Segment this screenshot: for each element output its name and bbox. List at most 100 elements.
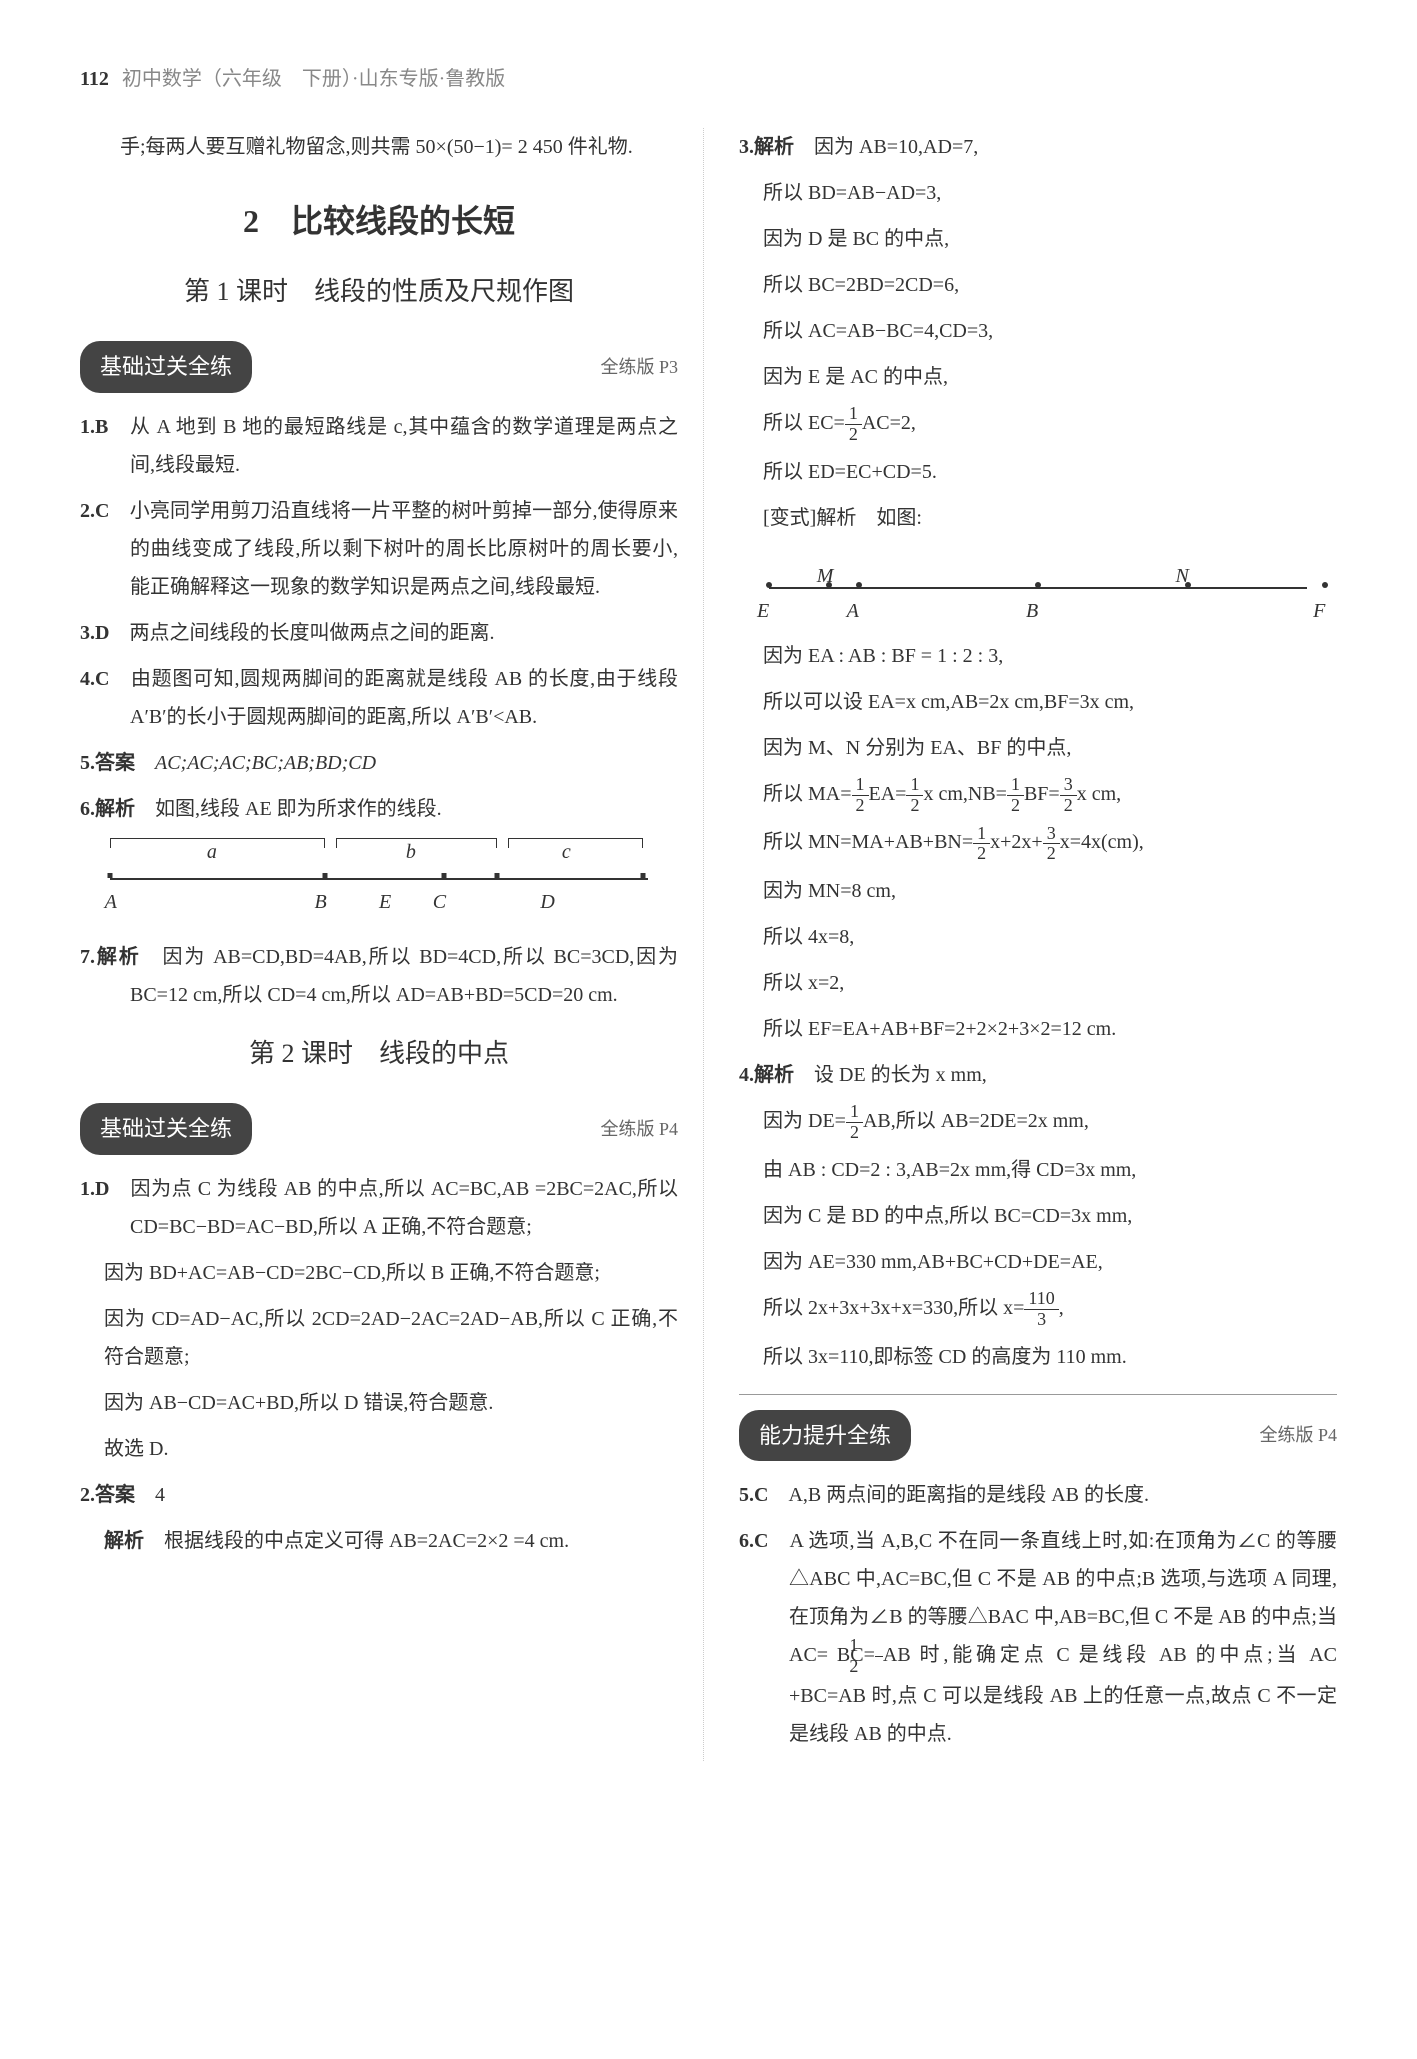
q1-num: 1.B xyxy=(80,416,108,438)
rq4-num: 4.解析 xyxy=(739,1064,794,1086)
q4-num: 4.C xyxy=(80,668,109,690)
badge-row-2: 基础过关全练 全练版 P4 xyxy=(80,1103,678,1155)
de-prefix: 因为 DE= xyxy=(763,1110,846,1132)
q7: 7.解析 因为 AB=CD,BD=4AB,所以 BD=4CD,所以 BC=3CD… xyxy=(80,938,678,1014)
rq3-l5: 因为 E 是 AC 的中点, xyxy=(739,358,1337,396)
rq3-ec-suffix: AC=2, xyxy=(862,412,916,434)
intro-text: 手;每两人要互赠礼物留念,则共需 50×(50−1)= 2 450 件礼物. xyxy=(80,128,678,166)
q2-text: 小亮同学用剪刀沿直线将一片平整的树叶剪掉一部分,使得原来的曲线变成了线段,所以剩… xyxy=(130,500,678,598)
label-B: B xyxy=(314,883,326,921)
de-suffix: AB,所以 AB=2DE=2x mm, xyxy=(863,1110,1089,1132)
rq4-l2: 因为 AE=330 mm,AB+BC+CD+DE=AE, xyxy=(739,1243,1337,1281)
q5-text: AC;AC;AC;BC;AB;BD;CD xyxy=(155,752,376,774)
page-ref-2: 全练版 P4 xyxy=(600,1112,678,1146)
rq5-text: A,B 两点间的距离指的是线段 AB 的长度. xyxy=(788,1484,1149,1506)
rq3b-l2: 因为 M、N 分别为 EA、BF 的中点, xyxy=(739,729,1337,767)
section-title: 2 比较线段的长短 xyxy=(80,191,678,252)
page-number: 112 xyxy=(80,68,109,90)
l2q1-l4: 故选 D. xyxy=(80,1430,678,1468)
q6-num: 6.解析 xyxy=(80,798,135,820)
badge-basic-1: 基础过关全练 xyxy=(80,341,252,393)
ma-t2: x cm,NB= xyxy=(923,783,1007,805)
rq3-l3: 所以 BC=2BD=2CD=6, xyxy=(739,266,1337,304)
ma-prefix: 所以 MA= xyxy=(763,783,852,805)
mn-t2: x=4x(cm), xyxy=(1060,831,1144,853)
mn-prefix: 所以 MN=MA+AB+BN= xyxy=(763,831,973,853)
label-A: A xyxy=(105,883,117,921)
l2q2-num: 2.答案 xyxy=(80,1484,135,1506)
section-name: 比较线段的长短 xyxy=(291,203,515,239)
q6: 6.解析 如图,线段 AE 即为所求作的线段. xyxy=(80,790,678,828)
rq4: 4.解析 设 DE 的长为 x mm, xyxy=(739,1056,1337,1094)
mn-t1: x+2x+ xyxy=(990,831,1043,853)
q4-text: 由题图可知,圆规两脚间的距离就是线段 AB 的长度,由于线段 A′B′的长小于圆… xyxy=(130,668,678,728)
q6-text: 如图,线段 AE 即为所求作的线段. xyxy=(155,798,442,820)
rq4-de: 因为 DE=12AB,所以 AB=2DE=2x mm, xyxy=(739,1102,1337,1143)
rq3-l0: 因为 AB=10,AD=7, xyxy=(814,136,978,158)
ma-t4: x cm, xyxy=(1077,783,1121,805)
label-N: N xyxy=(1176,557,1189,595)
rq3b-l22: 所以 x=2, xyxy=(739,964,1337,1002)
l2q1: 1.D 因为点 C 为线段 AB 的中点,所以 AC=BC,AB =2BC=2A… xyxy=(80,1170,678,1246)
label-b: b xyxy=(406,833,416,871)
q3: 3.D 两点之间线段的长度叫做两点之间的距离. xyxy=(80,614,678,652)
q2: 2.C 小亮同学用剪刀沿直线将一片平整的树叶剪掉一部分,使得原来的曲线变成了线段… xyxy=(80,492,678,606)
label-c: c xyxy=(562,833,571,871)
rq3b-mn: 所以 MN=MA+AB+BN=12x+2x+32x=4x(cm), xyxy=(739,823,1337,864)
q3-text: 两点之间线段的长度叫做两点之间的距离. xyxy=(129,622,494,644)
rq3-ec-prefix: 所以 EC= xyxy=(763,412,845,434)
q1: 1.B 从 A 地到 B 地的最短路线是 c,其中蕴含的数学道理是两点之间,线段… xyxy=(80,408,678,484)
ma-t1: EA= xyxy=(869,783,907,805)
q1-text: 从 A 地到 B 地的最短路线是 c,其中蕴含的数学道理是两点之间,线段最短. xyxy=(130,416,678,476)
right-column: 3.解析 因为 AB=10,AD=7, 所以 BD=AB−AD=3, 因为 D … xyxy=(734,128,1337,1761)
eq-suffix: , xyxy=(1059,1297,1064,1319)
section-num: 2 xyxy=(243,203,259,239)
lesson2-title: 第 2 课时 线段的中点 xyxy=(80,1029,678,1078)
rq3-variant: [变式]解析 如图: xyxy=(739,499,1337,537)
q4: 4.C 由题图可知,圆规两脚间的距离就是线段 AB 的长度,由于线段 A′B′的… xyxy=(80,660,678,736)
variant-label: [变式]解析 xyxy=(763,507,856,529)
rq3b-l23: 所以 EF=EA+AB+BF=2+2×2+3×2=12 cm. xyxy=(739,1010,1337,1048)
label-D: D xyxy=(540,883,554,921)
rq4-l0: 由 AB : CD=2 : 3,AB=2x mm,得 CD=3x mm, xyxy=(739,1151,1337,1189)
l2q2-analysis: 解析 根据线段的中点定义可得 AB=2AC=2×2 =4 cm. xyxy=(80,1522,678,1560)
rq3b-l21: 所以 4x=8, xyxy=(739,918,1337,956)
l2q1-l1: 因为 BD+AC=AB−CD=2BC−CD,所以 B 正确,不符合题意; xyxy=(80,1254,678,1292)
badge-row-3: 能力提升全练 全练版 P4 xyxy=(739,1410,1337,1462)
rq3-ec: 所以 EC=12AC=2, xyxy=(739,404,1337,445)
page-header: 112 初中数学（六年级 下册）·山东专版·鲁教版 xyxy=(80,60,1337,98)
q5-num: 5.答案 xyxy=(80,752,135,774)
rq6-num: 6.C xyxy=(739,1530,768,1552)
l2q2: 2.答案 4 xyxy=(80,1476,678,1514)
badge-basic-2: 基础过关全练 xyxy=(80,1103,252,1155)
two-column-layout: 手;每两人要互赠礼物留念,则共需 50×(50−1)= 2 450 件礼物. 2… xyxy=(80,128,1337,1761)
rq5-num: 5.C xyxy=(739,1484,768,1506)
lesson1-title: 第 1 课时 线段的性质及尺规作图 xyxy=(80,267,678,316)
label-E: E xyxy=(757,592,769,630)
rq3b-l0: 因为 EA : AB : BF = 1 : 2 : 3, xyxy=(739,637,1337,675)
rq6: 6.C A 选项,当 A,B,C 不在同一条直线上时,如:在顶角为∠C 的等腰△… xyxy=(739,1522,1337,1753)
rq4-l1b: 因为 C 是 BD 的中点,所以 BC=CD=3x mm, xyxy=(739,1197,1337,1235)
diagram-abc: a b c A B E C D xyxy=(110,838,648,928)
ma-t3: BF= xyxy=(1024,783,1060,805)
q7-num: 7.解析 xyxy=(80,946,141,968)
rq3-l2: 因为 D 是 BC 的中点, xyxy=(739,220,1337,258)
rq3b-l1: 所以可以设 EA=x cm,AB=2x cm,BF=3x cm, xyxy=(739,683,1337,721)
divider xyxy=(739,1394,1337,1395)
l2q2-analysis-text: 根据线段的中点定义可得 AB=2AC=2×2 =4 cm. xyxy=(164,1530,569,1552)
q7-text: 因为 AB=CD,BD=4AB,所以 BD=4CD,所以 BC=3CD,因为 B… xyxy=(130,946,678,1006)
q3-num: 3.D xyxy=(80,622,109,644)
label-A: A xyxy=(847,592,859,630)
l2q1-l0: 因为点 C 为线段 AB 的中点,所以 AC=BC,AB =2BC=2AC,所以… xyxy=(130,1178,678,1238)
q5: 5.答案 AC;AC;AC;BC;AB;BD;CD xyxy=(80,744,678,782)
rq3b-ma: 所以 MA=12EA=12x cm,NB=12BF=32x cm, xyxy=(739,775,1337,816)
rq3-l4: 所以 AC=AB−BC=4,CD=3, xyxy=(739,312,1337,350)
label-M: M xyxy=(817,557,834,595)
l2q1-num: 1.D xyxy=(80,1178,109,1200)
l2q2-ans: 4 xyxy=(155,1484,165,1506)
page-ref-3: 全练版 P4 xyxy=(1259,1418,1337,1452)
label-C: C xyxy=(433,883,446,921)
label-E: E xyxy=(379,883,391,921)
left-column: 手;每两人要互赠礼物留念,则共需 50×(50−1)= 2 450 件礼物. 2… xyxy=(80,128,704,1761)
l2q2-analysis-label: 解析 xyxy=(104,1530,144,1552)
